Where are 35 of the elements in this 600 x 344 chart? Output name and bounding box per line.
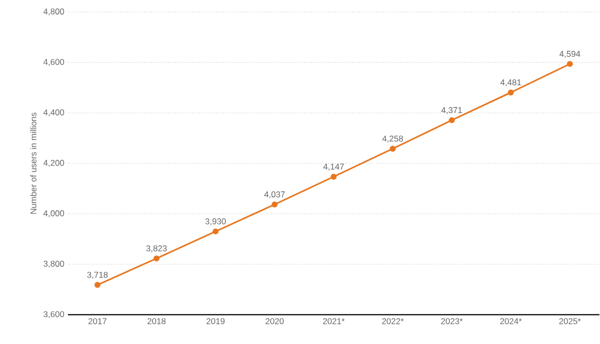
y-tick-label: 4,600 xyxy=(43,59,64,66)
data-label: 3,823 xyxy=(146,246,167,252)
point xyxy=(154,256,160,262)
data-label: 4,481 xyxy=(500,80,521,87)
x-tick-label: 2019 xyxy=(206,318,225,324)
y-tick-label: 4,000 xyxy=(43,210,64,218)
data-label: 3,718 xyxy=(87,272,108,279)
data-label: 3,930 xyxy=(205,218,226,226)
point xyxy=(94,282,100,288)
y-tick-label: 4,400 xyxy=(43,110,64,117)
point xyxy=(330,174,337,180)
x-tick-label: 2025* xyxy=(559,318,581,324)
x-tick-label: 2018 xyxy=(148,318,166,324)
point xyxy=(212,228,219,235)
data-label: 4,371 xyxy=(441,107,462,114)
x-tick-label: 2022* xyxy=(382,318,404,324)
y-tick-label: 4,200 xyxy=(43,160,64,167)
data-label: 4,594 xyxy=(559,51,580,58)
data-label: 4,037 xyxy=(264,192,285,199)
point xyxy=(566,61,573,68)
y-tick-label: 3,800 xyxy=(44,260,64,268)
point xyxy=(390,146,396,152)
x-tick-label: 2020 xyxy=(266,318,284,324)
data-label: 4,147 xyxy=(323,164,344,171)
y-tick-label: 3,600 xyxy=(44,311,64,318)
x-tick-label: 2024* xyxy=(500,318,522,324)
data-label: 4,258 xyxy=(382,136,403,143)
y-tick-label: 4,800 xyxy=(43,8,64,16)
x-tick-label: 2023* xyxy=(441,318,463,324)
point xyxy=(508,90,514,96)
x-tick-label: 2021* xyxy=(323,318,345,324)
x-tick-label: 2017 xyxy=(88,318,106,324)
point xyxy=(272,202,278,208)
y-axis-title: Number of users in millions xyxy=(30,112,36,214)
point xyxy=(448,117,455,124)
